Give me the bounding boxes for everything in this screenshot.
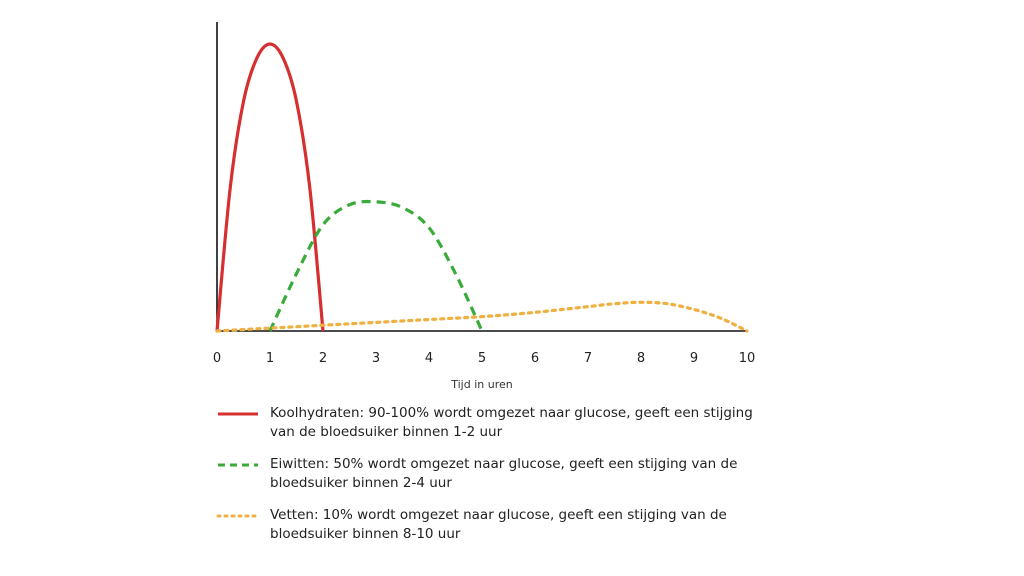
series-line-eiwitten [268, 199, 484, 332]
series-line-koolhydraten [215, 42, 325, 332]
x-tick-label: 2 [319, 351, 327, 366]
legend-item-eiwitten: Eiwitten: 50% wordt omgezet naar glucose… [216, 455, 776, 493]
chart: 0 1 2 3 4 5 6 7 8 9 10 Tijd in uren [213, 22, 755, 391]
legend-label: Eiwitten: 50% wordt omgezet naar glucose… [270, 456, 738, 491]
x-tick-label: 8 [637, 351, 645, 366]
legend-label: Koolhydraten: 90-100% wordt omgezet naar… [270, 405, 753, 440]
x-axis-label: Tijd in uren [450, 378, 513, 391]
x-tick-label: 6 [531, 351, 539, 366]
legend: Koolhydraten: 90-100% wordt omgezet naar… [216, 404, 776, 557]
x-ticks: 0 1 2 3 4 5 6 7 8 9 10 [213, 351, 755, 366]
series-line-vetten [215, 300, 749, 333]
x-tick-label: 0 [213, 351, 221, 366]
x-tick-label: 3 [372, 351, 380, 366]
x-tick-label: 9 [690, 351, 698, 366]
x-tick-label: 10 [739, 351, 756, 366]
legend-swatch [218, 463, 258, 467]
x-tick-label: 7 [584, 351, 592, 366]
series-layer [215, 42, 749, 333]
legend-item-koolhydraten: Koolhydraten: 90-100% wordt omgezet naar… [216, 404, 776, 442]
x-tick-label: 1 [266, 351, 274, 366]
x-tick-label: 4 [425, 351, 433, 366]
x-tick-label: 5 [478, 351, 486, 366]
legend-swatch [216, 514, 260, 518]
legend-item-vetten: Vetten: 10% wordt omgezet naar glucose, … [216, 506, 776, 544]
legend-swatch [218, 412, 258, 416]
legend-label: Vetten: 10% wordt omgezet naar glucose, … [270, 507, 727, 542]
